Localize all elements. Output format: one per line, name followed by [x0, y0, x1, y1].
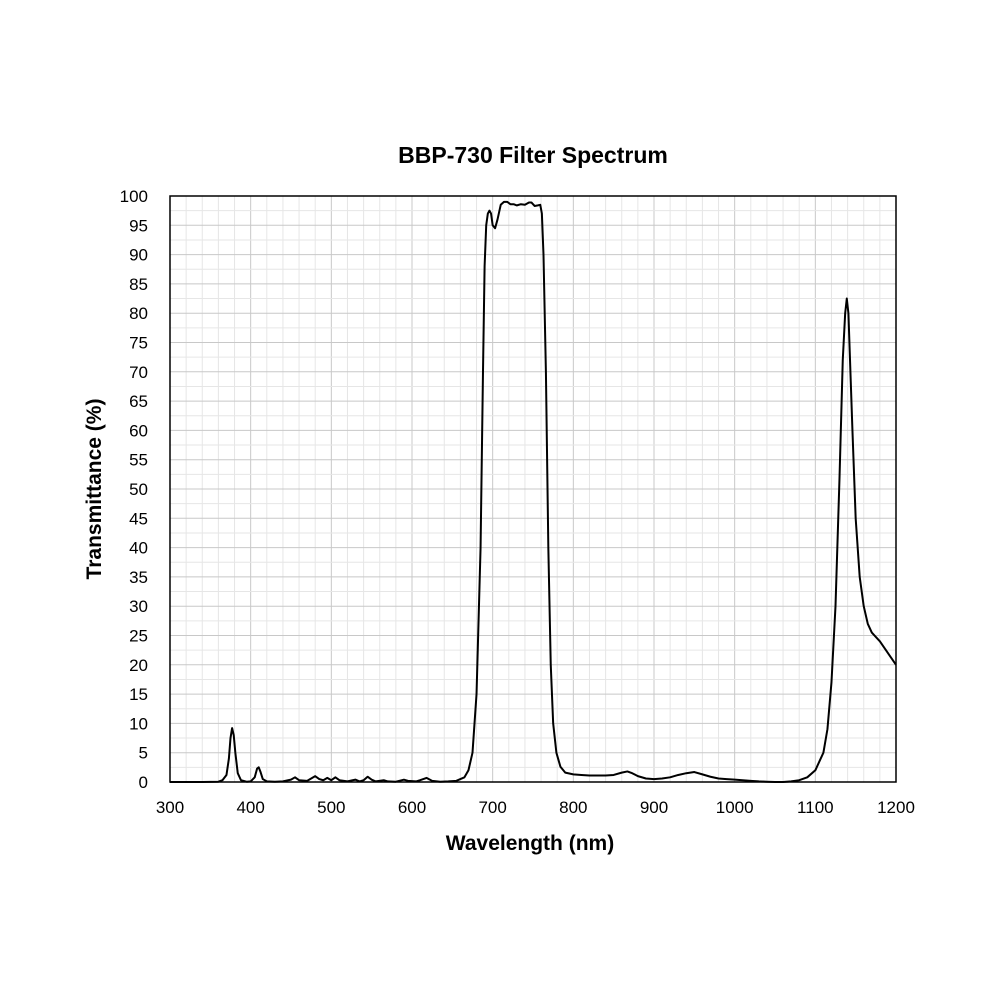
- y-tick-label: 90: [129, 246, 148, 265]
- chart-title: BBP-730 Filter Spectrum: [398, 142, 668, 168]
- y-tick-label: 30: [129, 597, 148, 616]
- x-tick-label: 500: [317, 798, 345, 817]
- x-tick-label: 1100: [797, 798, 834, 817]
- y-tick-label: 50: [129, 480, 148, 499]
- y-tick-label: 10: [129, 714, 148, 733]
- y-tick-label: 45: [129, 509, 148, 528]
- y-tick-label: 65: [129, 392, 148, 411]
- x-tick-label: 300: [156, 798, 184, 817]
- x-tick-label: 1200: [877, 798, 915, 817]
- y-tick-label: 100: [120, 187, 148, 206]
- y-tick-label: 60: [129, 421, 148, 440]
- x-tick-label: 1000: [716, 798, 754, 817]
- x-tick-label: 400: [236, 798, 264, 817]
- plot-area-frame: [169, 195, 897, 783]
- y-tick-label: 20: [129, 656, 148, 675]
- y-tick-label: 80: [129, 304, 148, 323]
- y-tick-label: 15: [129, 685, 148, 704]
- x-tick-label: 900: [640, 798, 668, 817]
- x-tick-label: 600: [398, 798, 426, 817]
- y-tick-label: 25: [129, 627, 148, 646]
- y-tick-label: 55: [129, 451, 148, 470]
- y-tick-label: 70: [129, 363, 148, 382]
- x-axis-title: Wavelength (nm): [446, 832, 614, 855]
- chart-grid: [169, 195, 897, 783]
- y-tick-label: 75: [129, 334, 148, 353]
- y-tick-label: 40: [129, 539, 148, 558]
- y-tick-label: 0: [139, 773, 148, 792]
- x-tick-label: 800: [559, 798, 587, 817]
- y-axis-title: Transmittance (%): [83, 399, 106, 580]
- y-tick-label: 5: [139, 744, 148, 763]
- y-tick-label: 35: [129, 568, 148, 587]
- y-tick-label: 95: [129, 216, 148, 235]
- y-axis-ticks: 0 5 10 15 20 25 30 35 40 45 50 55 60 65 70 75 80 85 90 95 10…: [120, 187, 148, 792]
- x-tick-label: 700: [478, 798, 506, 817]
- x-axis-ticks: 300 400 500 600 700 800 900 1000 1100 1200: [156, 798, 915, 817]
- series-line-transmittance: [170, 200, 897, 783]
- y-tick-label: 85: [129, 275, 148, 294]
